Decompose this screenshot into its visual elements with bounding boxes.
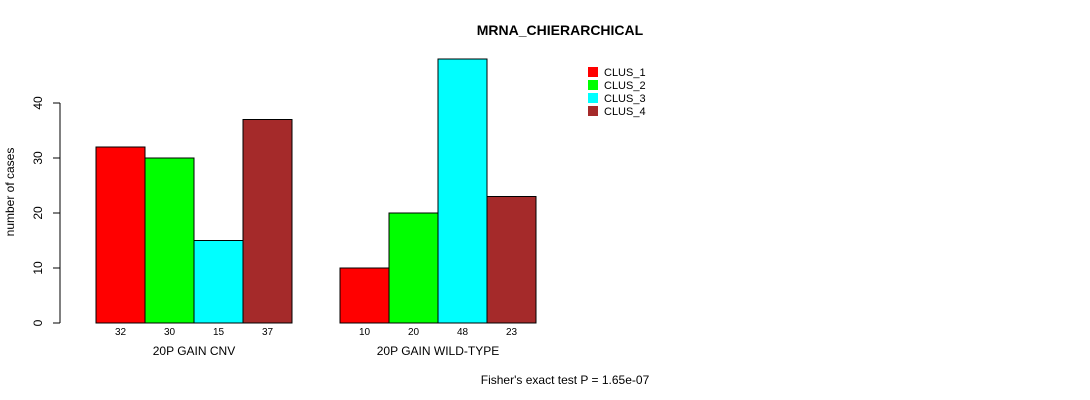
bar-value-label: 20: [408, 327, 420, 338]
bar-value-label: 23: [506, 327, 518, 338]
legend-swatch-clus-2: [588, 80, 598, 90]
bar-clus-3-group-2: [437, 58, 488, 324]
legend-label-clus-4: CLUS_4: [604, 106, 646, 118]
y-tick-label-0: 0: [31, 319, 45, 326]
bar-clus-4-group-1: [242, 119, 293, 324]
legend-swatch-clus-1: [588, 67, 598, 77]
y-tick-label-10: 10: [31, 261, 45, 275]
y-tick-label-30: 30: [31, 151, 45, 165]
y-axis: 0 10 20 30 40: [31, 96, 61, 326]
group-labels: 20P GAIN CNV 20P GAIN WILD-TYPE: [153, 344, 499, 358]
y-tick-label-20: 20: [31, 206, 45, 220]
group-label-1: 20P GAIN CNV: [153, 344, 235, 358]
bar-clus-1-group-1: [95, 146, 146, 324]
fisher-test-footnote: Fisher's exact test P = 1.65e-07: [481, 373, 650, 387]
bar-clus-1-group-2: [339, 267, 390, 324]
legend-swatch-clus-3: [588, 93, 598, 103]
legend-swatch-clus-4: [588, 106, 598, 116]
legend-label-clus-3: CLUS_3: [604, 93, 646, 105]
bar-value-label: 30: [164, 327, 176, 338]
bar-value-label: 10: [359, 327, 371, 338]
legend-label-clus-1: CLUS_1: [604, 67, 646, 79]
bar-clus-2-group-1: [144, 157, 195, 324]
legend-label-clus-2: CLUS_2: [604, 80, 646, 92]
bars: [95, 58, 537, 324]
bar-value-label: 48: [457, 327, 469, 338]
bar-clus-3-group-1: [193, 240, 244, 324]
chart-title: MRNA_CHIERARCHICAL: [477, 22, 644, 38]
y-axis-label: number of cases: [3, 148, 17, 237]
bar-value-label: 15: [213, 327, 225, 338]
bar-clus-2-group-2: [388, 212, 439, 324]
y-axis-ticks: 0 10 20 30 40: [31, 96, 60, 326]
bar-clus-4-group-2: [486, 196, 537, 324]
bar-value-label: 37: [262, 327, 274, 338]
group-label-2: 20P GAIN WILD-TYPE: [377, 344, 499, 358]
bar-value-labels: 32 30 15 37 10 20 48 23: [115, 327, 518, 338]
y-tick-label-40: 40: [31, 96, 45, 110]
bar-value-label: 32: [115, 327, 127, 338]
